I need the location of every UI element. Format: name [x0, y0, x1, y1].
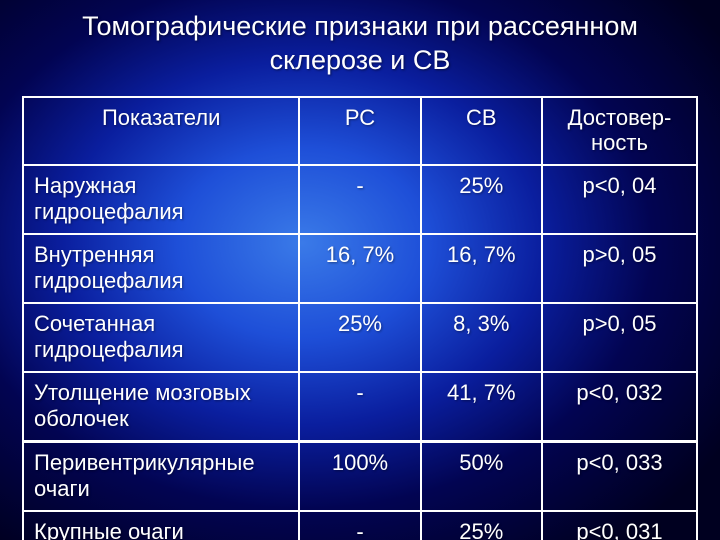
cell-rs: - — [299, 165, 420, 234]
table-row: Перивентрикулярные очаги 100% 50% p<0, 0… — [23, 442, 697, 511]
cell-rel: p<0, 031 — [542, 511, 697, 540]
cell-indicator: Перивентрикулярные очаги — [23, 442, 299, 511]
cell-sv: 50% — [421, 442, 542, 511]
table-header-row: Показатели РС СВ Достовер-ность — [23, 97, 697, 166]
cell-indicator: Сочетанная гидроцефалия — [23, 303, 299, 372]
cell-indicator: Наружная гидроцефалия — [23, 165, 299, 234]
table-row: Наружная гидроцефалия - 25% p<0, 04 — [23, 165, 697, 234]
cell-rs: 25% — [299, 303, 420, 372]
cell-indicator: Крупные очаги — [23, 511, 299, 540]
cell-indicator: Внутренняя гидроцефалия — [23, 234, 299, 303]
cell-sv: 16, 7% — [421, 234, 542, 303]
cell-rs: - — [299, 372, 420, 441]
cell-sv: 8, 3% — [421, 303, 542, 372]
cell-rel: p>0, 05 — [542, 234, 697, 303]
data-table: Показатели РС СВ Достовер-ность Наружная… — [22, 96, 698, 540]
cell-rel: p>0, 05 — [542, 303, 697, 372]
cell-sv: 25% — [421, 165, 542, 234]
col-header-indicator: Показатели — [23, 97, 299, 166]
cell-rel: p<0, 04 — [542, 165, 697, 234]
cell-sv: 41, 7% — [421, 372, 542, 441]
cell-rel: p<0, 033 — [542, 442, 697, 511]
cell-rs: 100% — [299, 442, 420, 511]
table-row: Внутренняя гидроцефалия 16, 7% 16, 7% p>… — [23, 234, 697, 303]
cell-rs: - — [299, 511, 420, 540]
table-row: Сочетанная гидроцефалия 25% 8, 3% p>0, 0… — [23, 303, 697, 372]
col-header-reliability: Достовер-ность — [542, 97, 697, 166]
table-row: Утолщение мозговых оболочек - 41, 7% p<0… — [23, 372, 697, 441]
table-body: Наружная гидроцефалия - 25% p<0, 04 Внут… — [23, 165, 697, 540]
cell-rel: p<0, 032 — [542, 372, 697, 441]
col-header-sv: СВ — [421, 97, 542, 166]
cell-sv: 25% — [421, 511, 542, 540]
slide-title: Томографические признаки при рассеянном … — [22, 10, 698, 78]
table-row: Крупные очаги - 25% p<0, 031 — [23, 511, 697, 540]
slide: Томографические признаки при рассеянном … — [0, 0, 720, 540]
cell-rs: 16, 7% — [299, 234, 420, 303]
col-header-rs: РС — [299, 97, 420, 166]
cell-indicator: Утолщение мозговых оболочек — [23, 372, 299, 441]
